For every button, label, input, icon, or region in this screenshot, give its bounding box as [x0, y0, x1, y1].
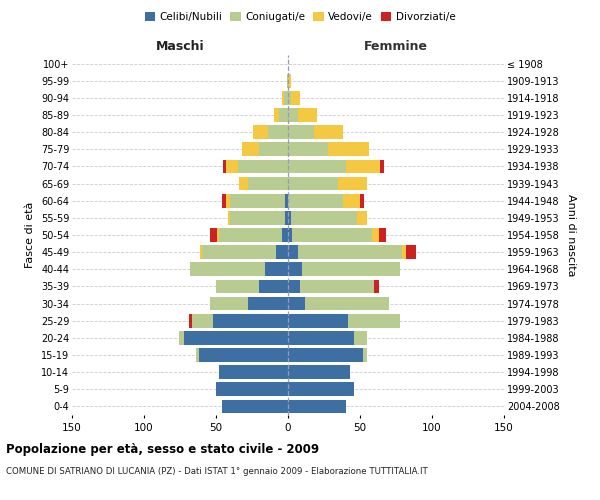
- Bar: [265, 262, 288, 276]
- Bar: [200, 246, 202, 259]
- Y-axis label: Anni di nascita: Anni di nascita: [566, 194, 576, 276]
- Bar: [179, 331, 184, 344]
- Bar: [314, 126, 343, 139]
- Y-axis label: Fasce di età: Fasce di età: [25, 202, 35, 268]
- Bar: [288, 280, 299, 293]
- Bar: [259, 142, 288, 156]
- Legend: Celibi/Nubili, Coniugati/e, Vedovi/e, Divorziati/e: Celibi/Nubili, Coniugati/e, Vedovi/e, Di…: [140, 8, 460, 26]
- Text: COMUNE DI SATRIANO DI LUCANIA (PZ) - Dati ISTAT 1° gennaio 2009 - Elaborazione T: COMUNE DI SATRIANO DI LUCANIA (PZ) - Dat…: [6, 468, 428, 476]
- Bar: [354, 331, 367, 344]
- Bar: [374, 280, 379, 293]
- Bar: [248, 296, 288, 310]
- Bar: [357, 211, 367, 224]
- Bar: [210, 228, 217, 242]
- Bar: [285, 194, 288, 207]
- Bar: [282, 228, 288, 242]
- Bar: [227, 211, 230, 224]
- Bar: [280, 108, 288, 122]
- Bar: [222, 400, 288, 413]
- Bar: [299, 280, 374, 293]
- Bar: [288, 211, 291, 224]
- Bar: [268, 126, 288, 139]
- Bar: [343, 194, 360, 207]
- Bar: [371, 228, 379, 242]
- Bar: [288, 382, 354, 396]
- Bar: [239, 176, 248, 190]
- Bar: [199, 348, 288, 362]
- Bar: [216, 382, 288, 396]
- Bar: [380, 160, 385, 173]
- Bar: [288, 142, 328, 156]
- Bar: [406, 246, 416, 259]
- Bar: [230, 194, 285, 207]
- Bar: [248, 176, 288, 190]
- Bar: [242, 142, 259, 156]
- Bar: [184, 331, 288, 344]
- Bar: [219, 228, 282, 242]
- Bar: [288, 400, 346, 413]
- Bar: [222, 194, 226, 207]
- Bar: [190, 262, 265, 276]
- Bar: [302, 262, 400, 276]
- Bar: [288, 262, 302, 276]
- Bar: [216, 280, 259, 293]
- Bar: [284, 91, 288, 104]
- Bar: [230, 211, 285, 224]
- Bar: [291, 91, 299, 104]
- Bar: [298, 246, 402, 259]
- Bar: [291, 211, 357, 224]
- Bar: [202, 246, 277, 259]
- Bar: [274, 108, 280, 122]
- Bar: [226, 160, 238, 173]
- Bar: [298, 108, 317, 122]
- Bar: [288, 176, 338, 190]
- Bar: [288, 194, 343, 207]
- Bar: [288, 228, 292, 242]
- Bar: [219, 366, 288, 379]
- Bar: [210, 296, 248, 310]
- Bar: [253, 126, 268, 139]
- Bar: [288, 126, 314, 139]
- Bar: [363, 348, 367, 362]
- Bar: [191, 314, 213, 328]
- Bar: [288, 296, 305, 310]
- Bar: [292, 228, 371, 242]
- Bar: [288, 246, 298, 259]
- Bar: [288, 108, 298, 122]
- Bar: [288, 366, 350, 379]
- Bar: [285, 211, 288, 224]
- Bar: [213, 314, 288, 328]
- Text: Popolazione per età, sesso e stato civile - 2009: Popolazione per età, sesso e stato civil…: [6, 442, 319, 456]
- Bar: [379, 228, 386, 242]
- Bar: [223, 160, 226, 173]
- Bar: [259, 280, 288, 293]
- Bar: [226, 194, 230, 207]
- Bar: [196, 348, 199, 362]
- Bar: [288, 74, 291, 88]
- Bar: [217, 228, 219, 242]
- Bar: [188, 314, 191, 328]
- Bar: [288, 314, 349, 328]
- Bar: [288, 160, 346, 173]
- Bar: [402, 246, 406, 259]
- Bar: [360, 194, 364, 207]
- Bar: [328, 142, 368, 156]
- Bar: [305, 296, 389, 310]
- Bar: [282, 91, 284, 104]
- Bar: [288, 91, 291, 104]
- Bar: [346, 160, 380, 173]
- Bar: [287, 74, 288, 88]
- Bar: [277, 246, 288, 259]
- Bar: [288, 331, 354, 344]
- Text: Maschi: Maschi: [155, 40, 205, 54]
- Bar: [349, 314, 400, 328]
- Text: Femmine: Femmine: [364, 40, 428, 54]
- Bar: [288, 348, 363, 362]
- Bar: [238, 160, 288, 173]
- Bar: [338, 176, 367, 190]
